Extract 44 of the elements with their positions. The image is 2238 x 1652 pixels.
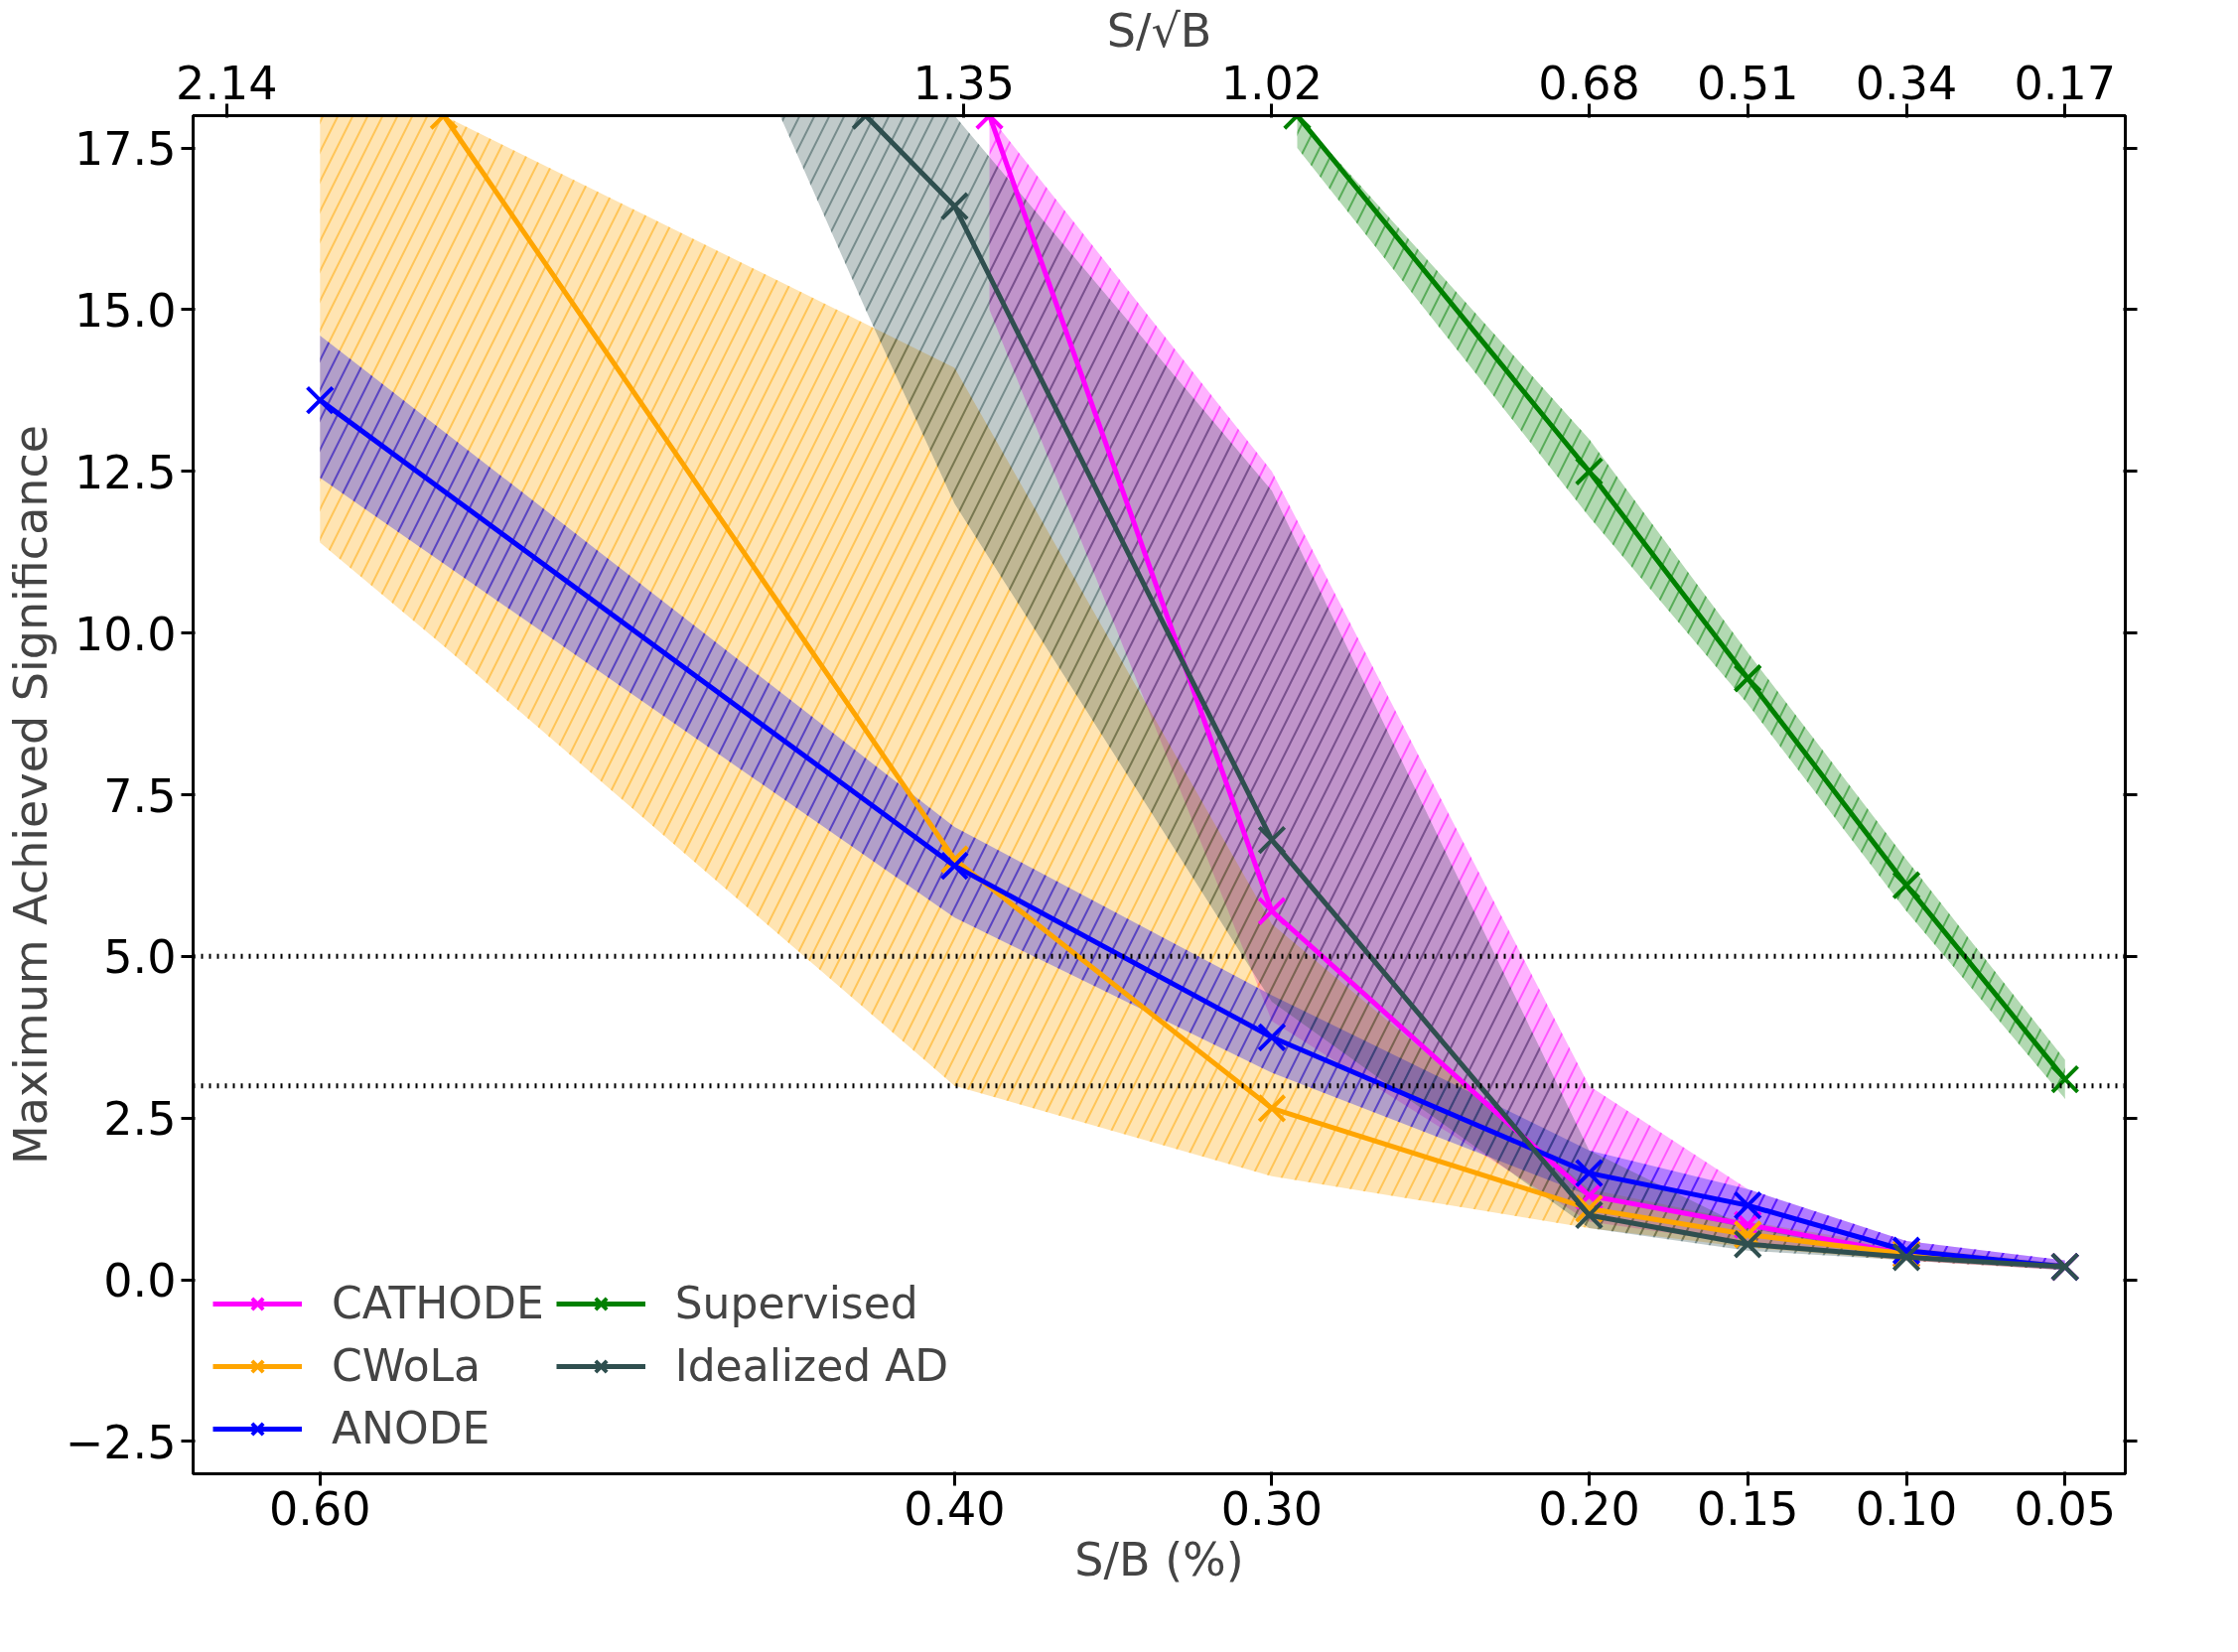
x2-tick-label: 2.14 <box>176 56 278 110</box>
point <box>1257 825 1287 855</box>
x2-tick-label: 1.02 <box>1220 56 1324 110</box>
point <box>1574 457 1605 486</box>
legend-label: Supervised <box>674 1278 918 1328</box>
point <box>1733 1190 1762 1220</box>
y-tick-label: 17.5 <box>74 122 177 177</box>
point <box>1733 1229 1762 1259</box>
x-tick-label: 0.60 <box>269 1481 371 1536</box>
y-tick-label: 10.0 <box>74 607 177 661</box>
legend-label: ANODE <box>332 1403 490 1453</box>
x2-tick-label: 1.35 <box>912 56 1016 110</box>
point <box>1574 1200 1605 1230</box>
y-tick-label: 15.0 <box>74 283 177 338</box>
x2-tick-label: 0.34 <box>1855 56 1958 110</box>
point <box>1257 896 1287 926</box>
x-tick-label: 0.15 <box>1697 1481 1799 1536</box>
legend-label: Idealized AD <box>674 1340 949 1391</box>
legend-label: CATHODE <box>332 1278 544 1328</box>
y-tick-label: 2.5 <box>103 1092 177 1147</box>
y-tick-label: 12.5 <box>74 445 177 499</box>
x2-axis-title: S/√B <box>1106 3 1212 58</box>
x-tick-label: 0.20 <box>1538 1481 1640 1536</box>
y-tick-label: −2.5 <box>65 1415 177 1469</box>
y-tick-label: 0.0 <box>103 1254 177 1308</box>
point <box>1257 1023 1287 1052</box>
point <box>2050 1064 2080 1094</box>
y-tick-label: 7.5 <box>103 768 177 823</box>
point <box>305 385 336 415</box>
point <box>939 851 970 881</box>
x2-tick-label: 0.17 <box>2014 56 2116 110</box>
x-tick-label: 0.10 <box>1855 1481 1958 1536</box>
x-tick-label: 0.05 <box>2014 1481 2116 1536</box>
point <box>939 191 970 221</box>
x2-tick-label: 0.68 <box>1538 56 1640 110</box>
y-tick-label: 5.0 <box>103 930 177 985</box>
x-tick-label: 0.40 <box>904 1481 1006 1536</box>
x2-tick-label: 0.51 <box>1697 56 1799 110</box>
point <box>1733 663 1762 693</box>
point <box>1574 1158 1605 1188</box>
point <box>1257 1093 1287 1124</box>
legend-label: CWoLa <box>332 1340 482 1391</box>
y-axis-title: Maximum Achieved Significance <box>3 424 58 1166</box>
point <box>1891 870 1921 900</box>
